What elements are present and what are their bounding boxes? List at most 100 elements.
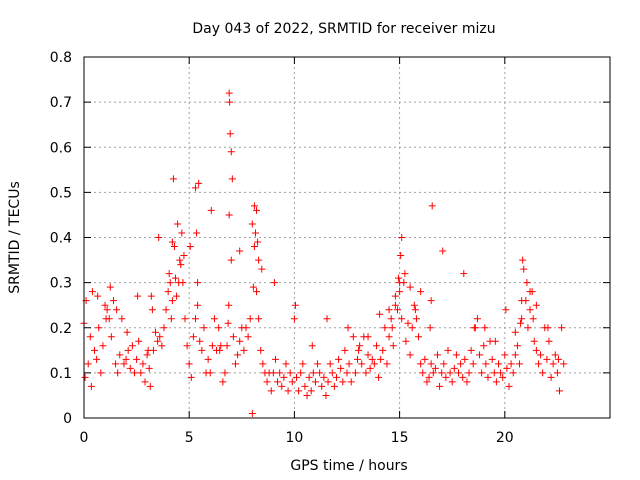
data-point <box>478 369 486 377</box>
data-point <box>195 179 203 187</box>
data-point <box>446 369 454 377</box>
data-point <box>251 229 259 237</box>
data-point <box>248 220 256 228</box>
data-point <box>396 288 404 296</box>
data-point <box>461 355 469 363</box>
data-point <box>339 378 347 386</box>
data-point <box>269 369 277 377</box>
data-point <box>236 337 244 345</box>
data-point <box>284 387 292 395</box>
data-point <box>492 378 500 386</box>
data-point <box>547 373 555 381</box>
data-point <box>391 301 399 309</box>
data-point <box>154 337 162 345</box>
data-point <box>349 333 357 341</box>
data-point <box>383 360 391 368</box>
data-point <box>429 369 437 377</box>
x-tick-label: 0 <box>80 430 89 446</box>
data-point <box>442 373 450 381</box>
axis-ticks: 0 0.1 0.2 0.3 0.4 0.5 0.6 0.7 0.8 0 5 10 15 20 <box>50 50 610 446</box>
data-point <box>216 346 224 354</box>
data-point <box>215 324 223 332</box>
data-point <box>181 315 189 323</box>
data-point <box>391 292 399 300</box>
data-point <box>193 229 201 237</box>
data-point <box>544 324 552 332</box>
data-point <box>419 369 427 377</box>
data-point <box>457 360 465 368</box>
y-tick-label: 0.8 <box>50 50 72 66</box>
data-point <box>288 378 296 386</box>
data-point <box>280 373 288 381</box>
data-point <box>147 292 155 300</box>
data-point <box>295 387 303 395</box>
data-point <box>177 261 185 269</box>
data-point <box>219 378 227 386</box>
data-point <box>358 360 366 368</box>
data-point <box>425 373 433 381</box>
data-point <box>497 369 505 377</box>
data-point <box>183 342 191 350</box>
data-point <box>370 360 378 368</box>
data-point <box>490 369 498 377</box>
data-point <box>526 306 534 314</box>
data-point <box>395 274 403 282</box>
data-point <box>123 328 131 336</box>
data-point <box>417 360 425 368</box>
data-point <box>351 369 359 377</box>
y-axis-label: SRMTID / TECUs <box>7 181 23 294</box>
data-point <box>328 369 336 377</box>
data-point <box>518 297 526 305</box>
data-point <box>532 346 540 354</box>
data-point <box>204 355 212 363</box>
data-point <box>208 342 216 350</box>
data-point <box>560 360 568 368</box>
data-point <box>402 337 410 345</box>
data-point <box>530 337 538 345</box>
data-point <box>501 351 509 359</box>
data-point <box>502 306 510 314</box>
data-point <box>87 382 95 390</box>
data-point <box>324 378 332 386</box>
data-point <box>410 301 418 309</box>
data-point <box>95 324 103 332</box>
data-point <box>431 364 439 372</box>
data-point <box>290 315 298 323</box>
data-point <box>135 337 143 345</box>
x-axis-label: GPS time / hours <box>290 458 407 474</box>
data-point <box>242 324 250 332</box>
data-point <box>106 283 114 291</box>
data-point <box>145 364 153 372</box>
y-tick-label: 0 <box>63 411 72 427</box>
y-tick-label: 0.1 <box>50 366 72 382</box>
data-point <box>448 378 456 386</box>
data-point <box>189 333 197 341</box>
data-point <box>286 369 294 377</box>
data-point <box>116 351 124 359</box>
data-point <box>322 391 330 399</box>
data-point <box>421 355 429 363</box>
data-point <box>249 283 257 291</box>
data-point <box>398 234 406 241</box>
data-point <box>440 360 448 368</box>
data-point <box>282 360 290 368</box>
data-point <box>255 315 263 323</box>
data-point <box>347 378 355 386</box>
data-point <box>274 378 282 386</box>
data-point <box>439 247 447 255</box>
data-point <box>170 243 178 251</box>
data-point <box>305 373 313 381</box>
data-point <box>169 175 177 183</box>
data-point <box>511 351 519 359</box>
data-point <box>459 373 467 381</box>
data-point <box>460 270 468 278</box>
data-point <box>406 283 414 291</box>
data-point <box>210 315 218 323</box>
data-point <box>236 247 244 255</box>
data-point <box>227 256 235 264</box>
data-point <box>84 360 92 368</box>
data-point <box>368 355 376 363</box>
data-point <box>415 333 423 341</box>
data-point <box>513 342 521 350</box>
data-point <box>293 373 301 381</box>
